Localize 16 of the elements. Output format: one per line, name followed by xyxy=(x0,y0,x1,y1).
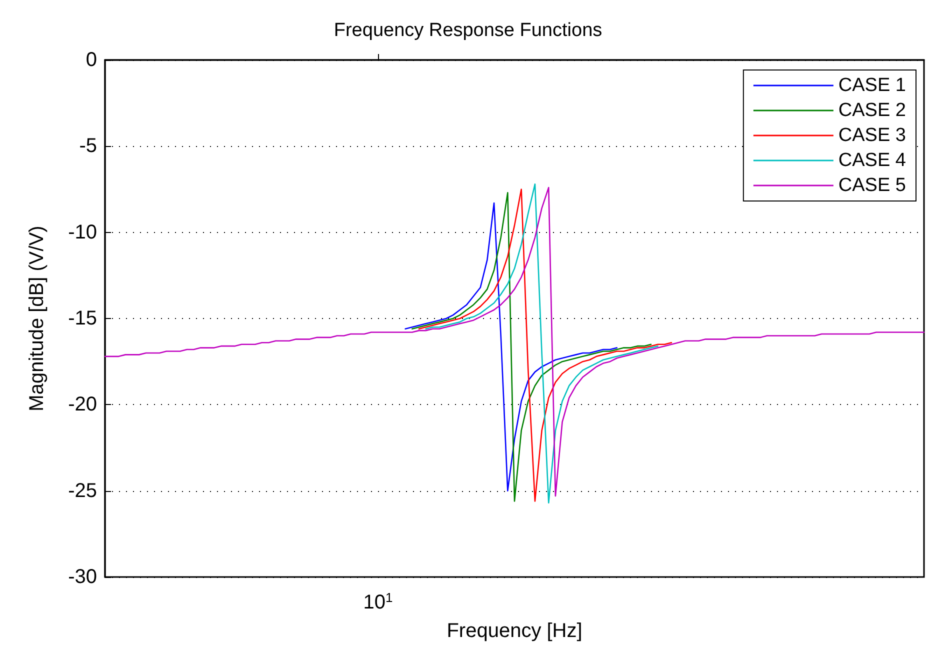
legend-label: CASE 4 xyxy=(838,150,906,171)
legend-label: CASE 3 xyxy=(838,125,906,146)
legend-label: CASE 1 xyxy=(838,75,906,96)
y-tick-label: -15 xyxy=(68,308,97,330)
y-tick-label: -20 xyxy=(68,394,97,416)
line-series xyxy=(404,202,618,492)
y-tick-label: -25 xyxy=(68,480,97,502)
legend-label: CASE 2 xyxy=(838,100,906,121)
y-tick-label: -30 xyxy=(68,566,97,588)
legend-label: CASE 5 xyxy=(838,175,906,196)
chart-title: Frequency Response Functions xyxy=(334,20,602,41)
y-tick-label: 0 xyxy=(86,49,97,71)
y-tick-label: -5 xyxy=(79,135,97,158)
y-tick-label: -10 xyxy=(68,221,97,244)
x-axis-title: Frequency [Hz] xyxy=(446,620,582,642)
y-axis-title: Magnitude [dB] (V/V) xyxy=(26,226,48,412)
